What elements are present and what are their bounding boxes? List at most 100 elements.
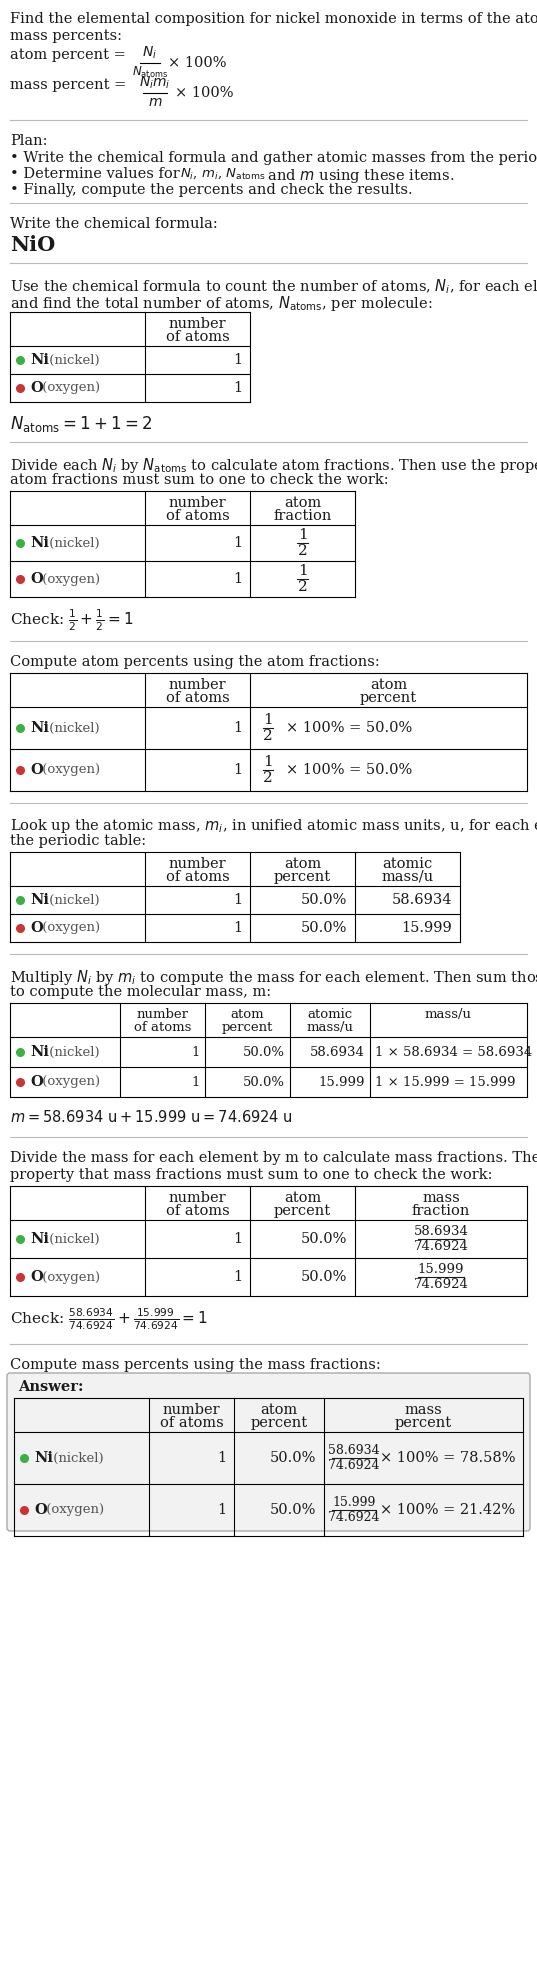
Text: 50.0%: 50.0% (301, 921, 347, 935)
Text: (oxygen): (oxygen) (38, 1075, 100, 1089)
Text: of atoms: of atoms (165, 691, 229, 705)
Text: number: number (136, 1008, 188, 1022)
Text: O: O (30, 1075, 43, 1089)
Text: (nickel): (nickel) (45, 1045, 100, 1059)
Text: (oxygen): (oxygen) (41, 1503, 104, 1517)
Text: $m = 58.6934\ \mathrm{u} + 15.999\ \mathrm{u} = 74.6924\ \mathrm{u}$: $m = 58.6934\ \mathrm{u} + 15.999\ \math… (10, 1109, 293, 1125)
Text: and find the total number of atoms, $N_{\mathrm{atoms}}$, per molecule:: and find the total number of atoms, $N_{… (10, 293, 433, 313)
Text: 1: 1 (233, 893, 242, 907)
Text: 1 × 58.6934 = 58.6934: 1 × 58.6934 = 58.6934 (375, 1045, 532, 1059)
Text: • Finally, compute the percents and check the results.: • Finally, compute the percents and chec… (10, 182, 412, 196)
Text: 50.0%: 50.0% (270, 1503, 316, 1517)
Text: (oxygen): (oxygen) (38, 764, 100, 776)
Text: atom: atom (231, 1008, 264, 1022)
Text: × 100% = 50.0%: × 100% = 50.0% (286, 762, 412, 776)
Text: 1: 1 (233, 1269, 242, 1283)
Text: 1: 1 (233, 921, 242, 935)
Text: 58.6934: 58.6934 (413, 1226, 468, 1238)
Text: Look up the atomic mass, $m_i$, in unified atomic mass units, u, for each elemen: Look up the atomic mass, $m_i$, in unifi… (10, 818, 537, 836)
Text: (nickel): (nickel) (45, 537, 100, 550)
Text: Ni: Ni (30, 1232, 49, 1245)
Text: 15.999: 15.999 (332, 1497, 376, 1509)
Text: atomic: atomic (308, 1008, 353, 1022)
Text: Use the chemical formula to count the number of atoms, $N_i$, for each element: Use the chemical formula to count the nu… (10, 277, 537, 295)
Text: (oxygen): (oxygen) (38, 921, 100, 935)
Text: × 100%: × 100% (175, 85, 234, 101)
Text: of atoms: of atoms (159, 1416, 223, 1430)
Text: 15.999: 15.999 (418, 1263, 465, 1275)
Text: 1: 1 (297, 529, 307, 543)
Text: 50.0%: 50.0% (301, 1269, 347, 1283)
Text: and $m$ using these items.: and $m$ using these items. (263, 166, 454, 184)
Text: $m$: $m$ (148, 95, 162, 109)
Text: 15.999: 15.999 (318, 1075, 365, 1089)
Text: × 100% = 50.0%: × 100% = 50.0% (286, 721, 412, 735)
Text: 50.0%: 50.0% (301, 893, 347, 907)
Text: 1: 1 (217, 1503, 226, 1517)
Text: (nickel): (nickel) (45, 354, 100, 366)
Text: mass/u: mass/u (381, 869, 433, 883)
Text: 2: 2 (297, 580, 307, 594)
Text: of atoms: of atoms (165, 1204, 229, 1218)
Text: 74.6924: 74.6924 (413, 1277, 468, 1291)
Text: 74.6924: 74.6924 (328, 1459, 380, 1471)
Text: 1: 1 (217, 1451, 226, 1465)
Text: 1: 1 (192, 1045, 200, 1059)
Text: to compute the molecular mass, m:: to compute the molecular mass, m: (10, 984, 271, 1000)
Text: $N_i$: $N_i$ (142, 46, 157, 61)
Text: Find the elemental composition for nickel monoxide in terms of the atom and: Find the elemental composition for nicke… (10, 12, 537, 26)
Text: (oxygen): (oxygen) (38, 1271, 100, 1283)
Text: 50.0%: 50.0% (243, 1075, 285, 1089)
Text: 1: 1 (263, 754, 273, 768)
Text: 50.0%: 50.0% (301, 1232, 347, 1245)
Text: O: O (30, 380, 43, 394)
Text: number: number (169, 857, 226, 871)
Text: (nickel): (nickel) (45, 893, 100, 907)
Text: the periodic table:: the periodic table: (10, 834, 146, 847)
Text: number: number (169, 1192, 226, 1206)
Text: O: O (30, 921, 43, 935)
Text: atom fractions must sum to one to check the work:: atom fractions must sum to one to check … (10, 473, 389, 487)
Text: 1: 1 (297, 564, 307, 578)
Text: mass percent =: mass percent = (10, 77, 131, 91)
Text: 1: 1 (233, 537, 242, 550)
Text: 1: 1 (263, 713, 273, 727)
Text: 2: 2 (263, 770, 273, 784)
Text: $N_i$, $m_i$, $N_{\mathrm{atoms}}$: $N_i$, $m_i$, $N_{\mathrm{atoms}}$ (180, 166, 266, 182)
Text: number: number (169, 317, 226, 331)
Text: $N_{\mathrm{atoms}}$: $N_{\mathrm{atoms}}$ (132, 65, 168, 79)
Text: Ni: Ni (30, 1045, 49, 1059)
Text: Divide the mass for each element by m to calculate mass fractions. Then use the: Divide the mass for each element by m to… (10, 1150, 537, 1164)
Text: atom percent =: atom percent = (10, 48, 130, 61)
Text: $N_i m_i$: $N_i m_i$ (139, 75, 171, 91)
Text: of atoms: of atoms (165, 331, 229, 345)
Text: number: number (169, 677, 226, 691)
Text: 1 × 15.999 = 15.999: 1 × 15.999 = 15.999 (375, 1075, 516, 1089)
Text: of atoms: of atoms (134, 1022, 191, 1034)
Text: atomic: atomic (382, 857, 433, 871)
Text: 58.6934: 58.6934 (310, 1045, 365, 1059)
Text: (oxygen): (oxygen) (38, 572, 100, 586)
Text: 1: 1 (233, 1232, 242, 1245)
Text: mass percents:: mass percents: (10, 30, 122, 44)
Text: 50.0%: 50.0% (270, 1451, 316, 1465)
Text: Plan:: Plan: (10, 135, 47, 148)
Text: mass: mass (422, 1192, 460, 1206)
Text: 1: 1 (233, 762, 242, 776)
Text: mass/u: mass/u (425, 1008, 472, 1022)
Text: Check: $\frac{58.6934}{74.6924} + \frac{15.999}{74.6924} = 1$: Check: $\frac{58.6934}{74.6924} + \frac{… (10, 1307, 208, 1333)
Text: O: O (34, 1503, 47, 1517)
Text: number: number (169, 497, 226, 511)
Text: Multiply $N_i$ by $m_i$ to compute the mass for each element. Then sum those val: Multiply $N_i$ by $m_i$ to compute the m… (10, 968, 537, 986)
Text: • Determine values for: • Determine values for (10, 166, 184, 180)
Text: mass/u: mass/u (307, 1022, 353, 1034)
Text: percent: percent (274, 1204, 331, 1218)
Text: × 100% = 78.58%: × 100% = 78.58% (380, 1451, 516, 1465)
Text: Answer:: Answer: (18, 1380, 83, 1394)
Text: property that mass fractions must sum to one to check the work:: property that mass fractions must sum to… (10, 1168, 492, 1182)
Text: Ni: Ni (30, 537, 49, 550)
Text: Ni: Ni (30, 352, 49, 366)
Text: • Write the chemical formula and gather atomic masses from the periodic table.: • Write the chemical formula and gather … (10, 150, 537, 164)
Text: 1: 1 (233, 572, 242, 586)
Text: atom: atom (284, 497, 321, 511)
